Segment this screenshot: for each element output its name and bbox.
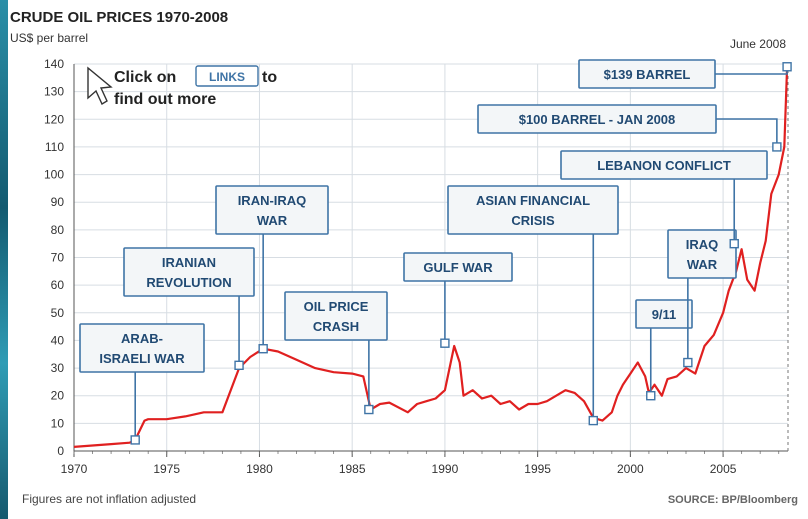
y-tick-label: 90 <box>51 195 65 209</box>
links-button[interactable]: LINKS <box>195 65 259 87</box>
event-marker <box>588 415 598 426</box>
event-label: REVOLUTION <box>146 275 231 290</box>
x-tick-label: 1975 <box>153 462 180 476</box>
event-label: IRAQ <box>686 237 719 252</box>
event-label: $139 BARREL <box>604 67 691 82</box>
event-annotation: $100 BARREL - JAN 2008 <box>477 104 782 152</box>
event-label: GULF WAR <box>423 260 493 275</box>
x-tick-label: 2005 <box>710 462 737 476</box>
event-box <box>667 229 737 279</box>
hint-click-on: Click on <box>114 69 176 86</box>
june-2008-label: June 2008 <box>730 37 786 51</box>
y-tick-label: 30 <box>51 361 65 375</box>
hint-find-out-more: find out more <box>114 91 216 108</box>
event-box <box>403 252 513 282</box>
event-label: ASIAN FINANCIAL <box>476 193 590 208</box>
x-tick-label: 1995 <box>524 462 551 476</box>
oil-price-chart: CRUDE OIL PRICES 1970-2008 US$ per barre… <box>10 9 798 506</box>
event-box <box>447 185 619 235</box>
x-tick-label: 1970 <box>61 462 88 476</box>
x-tick-label: 2000 <box>617 462 644 476</box>
event-marker <box>772 142 782 152</box>
event-label: OIL PRICE <box>304 299 369 314</box>
event-marker <box>364 404 374 415</box>
event-label: IRAN-IRAQ <box>238 193 307 208</box>
y-tick-label: 120 <box>44 112 64 126</box>
event-box <box>560 150 768 180</box>
y-tick-label: 110 <box>45 140 64 154</box>
event-marker <box>234 360 244 371</box>
cursor-icon <box>87 66 113 106</box>
price-line <box>73 66 789 448</box>
y-tick-label: 10 <box>51 416 65 430</box>
event-marker <box>729 238 739 249</box>
event-marker <box>683 357 693 368</box>
x-tick-label: 1990 <box>432 462 459 476</box>
event-annotation: IRANIAN REVOLUTION <box>123 247 255 371</box>
event-box <box>284 291 388 341</box>
event-label: LEBANON CONFLICT <box>597 158 731 173</box>
event-label: ARAB- <box>121 331 163 346</box>
event-label: CRISIS <box>511 213 555 228</box>
event-label: ISRAELI WAR <box>99 351 185 366</box>
event-marker <box>258 344 268 354</box>
y-tick-label: 40 <box>51 333 65 347</box>
event-marker <box>782 62 792 72</box>
event-marker <box>130 435 140 445</box>
event-box <box>578 59 716 89</box>
hint-to: to <box>262 69 277 86</box>
y-tick-label: 60 <box>51 278 65 292</box>
y-tick-label: 80 <box>51 223 65 237</box>
event-label: 9/11 <box>652 307 677 322</box>
event-annotation: OIL PRICE CRASH <box>284 291 388 415</box>
event-label: IRANIAN <box>162 255 216 270</box>
event-label: $100 BARREL - JAN 2008 <box>519 112 676 127</box>
source-credit: SOURCE: BP/Bloomberg <box>668 494 798 506</box>
y-axis-label: US$ per barrel <box>10 31 88 45</box>
event-annotation: IRAN-IRAQ WAR <box>215 185 329 354</box>
event-annotation: ARAB- ISRAELI WAR <box>79 323 205 445</box>
chart-title: CRUDE OIL PRICES 1970-2008 <box>10 9 228 26</box>
event-marker <box>440 338 450 348</box>
event-box <box>79 323 205 373</box>
event-box <box>215 185 329 235</box>
event-box <box>477 104 717 134</box>
event-label: WAR <box>257 213 288 228</box>
y-tick-label: 0 <box>57 444 64 458</box>
event-connector <box>715 66 788 75</box>
event-annotation: 9/11 <box>635 299 693 401</box>
event-annotation: GULF WAR <box>403 252 513 348</box>
event-annotation: LEBANON CONFLICT <box>560 150 768 249</box>
event-annotation: ASIAN FINANCIAL CRISIS <box>447 185 619 426</box>
y-tick-label: 50 <box>51 306 65 320</box>
chart-panel: CRUDE OIL PRICES 1970-2008 US$ per barre… <box>8 0 808 519</box>
event-label: WAR <box>687 257 718 272</box>
event-annotation: $139 BARREL <box>578 59 792 89</box>
links-hint: Click on LINKS to find out more <box>87 65 277 108</box>
event-marker <box>646 391 656 401</box>
event-label: CRASH <box>313 319 359 334</box>
footnote: Figures are not inflation adjusted <box>22 492 196 506</box>
event-annotation: IRAQ WAR <box>667 229 737 368</box>
x-tick-label: 1980 <box>246 462 273 476</box>
event-box <box>635 299 693 329</box>
y-tick-label: 130 <box>44 85 64 99</box>
links-button-label[interactable]: LINKS <box>209 70 245 84</box>
y-tick-label: 70 <box>51 251 65 265</box>
y-tick-label: 20 <box>51 389 65 403</box>
event-box <box>123 247 255 297</box>
y-tick-label: 100 <box>44 168 64 182</box>
event-connector <box>716 118 778 147</box>
x-tick-label: 1985 <box>339 462 366 476</box>
y-tick-label: 140 <box>44 57 64 71</box>
